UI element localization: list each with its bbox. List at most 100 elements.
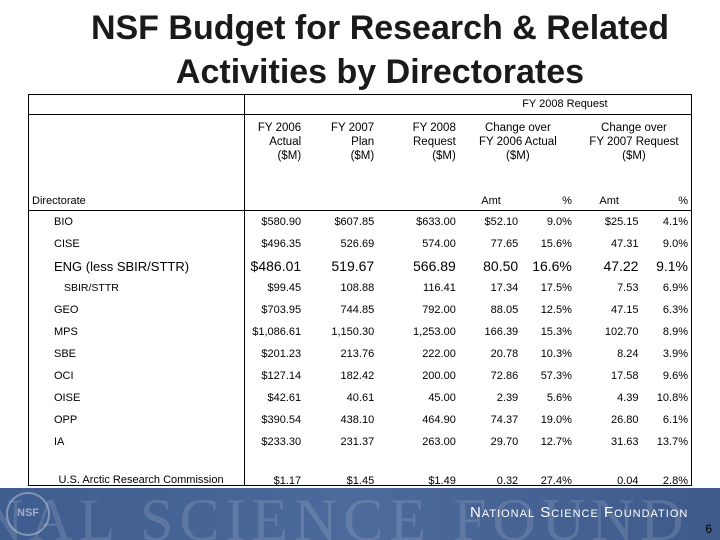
page-number: 6	[705, 522, 712, 536]
cell-fy2007: $607.85	[334, 216, 375, 228]
cell-amt06: 88.05	[490, 304, 519, 316]
cell-pct06: 15.6%	[540, 238, 572, 250]
cell-fy2006: $1,086.61	[252, 326, 302, 338]
directorate-name: OPP	[54, 414, 78, 426]
cell-amt07: 102.70	[604, 326, 639, 338]
logo-text: NSF	[17, 507, 39, 519]
cell-amt06: 74.37	[490, 414, 519, 426]
cell-fy2007: 438.10	[340, 414, 375, 426]
directorate-name: SBIR/STTR	[64, 282, 119, 294]
table-row: SBE $201.23 213.76 222.00 20.78 10.3% 8.24 3.9%	[28, 343, 692, 365]
directorate-name: U.S. Arctic Research Commission	[58, 474, 224, 486]
cell-fy2007: 213.76	[340, 348, 375, 360]
cell-amt06: 80.50	[483, 258, 519, 274]
cell-pct07: 6.3%	[662, 304, 688, 316]
watermark-text: NAL SCIENCE FOUND	[0, 488, 690, 540]
budget-table: FY 2008 Request FY 2006 Actual ($M) FY 200…	[28, 94, 692, 511]
col-header-directorate: Directorate	[28, 181, 233, 211]
directorate-name: GEO	[54, 304, 79, 316]
cell-fy2008: 566.89	[413, 258, 456, 274]
cell-fy2006: $127.14	[261, 370, 302, 382]
cell-fy2006: $42.61	[267, 392, 302, 404]
cell-fy2007: $1.45	[346, 475, 375, 487]
col-header-amt: Amt	[459, 181, 523, 211]
cell-fy2006: $580.90	[261, 216, 302, 228]
cell-pct07: 3.9%	[662, 348, 688, 360]
col-header-amt: Amt	[575, 181, 643, 211]
cell-fy2007: 108.88	[340, 282, 375, 294]
cell-fy2007: 526.69	[340, 238, 375, 250]
cell-amt07: 26.80	[610, 414, 639, 426]
cell-fy2007: 231.37	[340, 436, 375, 448]
cell-amt06: 17.34	[490, 282, 519, 294]
cell-fy2008: 574.00	[422, 238, 456, 250]
table-row: OCI $127.14 182.42 200.00 72.86 57.3% 17.58 9.6…	[28, 365, 692, 387]
directorate-name: MPS	[54, 326, 78, 338]
cell-pct06: 12.5%	[540, 304, 572, 316]
cell-pct06: 12.7%	[540, 436, 572, 448]
cell-amt07: 8.24	[617, 348, 639, 360]
organization-name: National Science Foundation	[470, 504, 689, 521]
cell-pct06: 19.0%	[540, 414, 572, 426]
table-row: OISE $42.61 40.61 45.00 2.39 5.6% 4.39 10.8%	[28, 387, 692, 409]
cell-amt07: 7.53	[617, 282, 639, 294]
cell-fy2008: $1.49	[428, 475, 456, 487]
cell-fy2006: $99.45	[267, 282, 302, 294]
cell-pct07: 10.8%	[656, 392, 688, 404]
cell-amt06: 20.78	[490, 348, 519, 360]
cell-pct06: 17.5%	[540, 282, 572, 294]
cell-fy2007: 519.67	[331, 258, 375, 274]
cell-pct07: 9.0%	[662, 238, 688, 250]
directorate-name: BIO	[54, 216, 73, 228]
cell-amt06: $52.10	[484, 216, 519, 228]
page-title: NSF Budget for Research & Related Activi…	[40, 6, 720, 94]
cell-pct07: 13.7%	[656, 436, 688, 448]
table-row: CISE $496.35 526.69 574.00 77.65 15.6% 47.31 9.…	[28, 233, 692, 255]
cell-fy2006: $703.95	[261, 304, 302, 316]
cell-fy2007: 40.61	[346, 392, 375, 404]
cell-amt07: 0.04	[617, 475, 639, 487]
cell-fy2008: 222.00	[422, 348, 456, 360]
directorate-name: OISE	[54, 392, 81, 404]
table-row: IA $233.30 231.37 263.00 29.70 12.7% 31.63 13.7…	[28, 431, 692, 453]
col-header-change-fy2006: Change over FY 2006 Actual ($M)	[478, 122, 557, 162]
cell-pct07: 9.1%	[656, 258, 688, 274]
cell-pct06: 5.6%	[546, 392, 572, 404]
cell-fy2007: 182.42	[340, 370, 375, 382]
directorate-name: CISE	[54, 238, 80, 250]
cell-amt07: 4.39	[617, 392, 639, 404]
col-header-change-fy2007: Change over FY 2007 Request ($M)	[589, 122, 679, 162]
cell-fy2006: $1.17	[273, 475, 302, 487]
cell-pct06: 15.3%	[540, 326, 572, 338]
directorate-name: ENG (less SBIR/STTR)	[54, 258, 190, 274]
col-header-pct: %	[642, 181, 692, 211]
cell-pct07: 4.1%	[662, 216, 688, 228]
col-header-fy2008: FY 2008 Request ($M)	[412, 122, 456, 162]
directorate-name: IA	[54, 436, 65, 448]
col-header-fy2006: FY 2006 Actual ($M)	[257, 122, 302, 162]
title-line-2: Activities by Directorates	[175, 53, 585, 91]
table-row: SBIR/STTR $99.45 108.88 116.41 17.34 17.5% 7.5…	[28, 277, 692, 299]
cell-fy2007: 744.85	[340, 304, 375, 316]
cell-fy2006: $233.30	[261, 436, 302, 448]
nsf-logo: NSF	[6, 492, 50, 536]
cell-pct06: 57.3%	[540, 370, 572, 382]
cell-amt07: 47.22	[603, 258, 639, 274]
cell-amt06: 72.86	[490, 370, 519, 382]
cell-fy2008: $633.00	[416, 216, 456, 228]
cell-amt06: 166.39	[484, 326, 519, 338]
cell-pct07: 6.9%	[662, 282, 688, 294]
subheader-row: Directorate Amt % Amt %	[28, 181, 692, 211]
group-header-fy2008: FY 2008 Request	[522, 98, 608, 110]
column-header-row: FY 2006 Actual ($M) FY 2007 Plan ($M) FY 200…	[28, 114, 692, 181]
title-line-1: NSF Budget for Research & Related	[90, 9, 670, 47]
footer-banner: NAL SCIENCE FOUND NSF National Science F…	[0, 488, 720, 540]
table-row: BIO $580.90 $607.85 $633.00 $52.10 9.0% $25.15…	[28, 211, 692, 234]
column-divider	[244, 95, 245, 485]
directorate-name: SBE	[54, 348, 77, 360]
table-row: OPP $390.54 438.10 464.90 74.37 19.0% 26.80 6.1…	[28, 409, 692, 431]
directorate-name: OCI	[54, 370, 74, 382]
col-header-fy2007: FY 2007 Plan ($M)	[330, 122, 375, 162]
table-row: ENG (less SBIR/STTR) $486.01 519.67 566.89 8…	[28, 255, 692, 277]
cell-pct06: 9.0%	[546, 216, 572, 228]
